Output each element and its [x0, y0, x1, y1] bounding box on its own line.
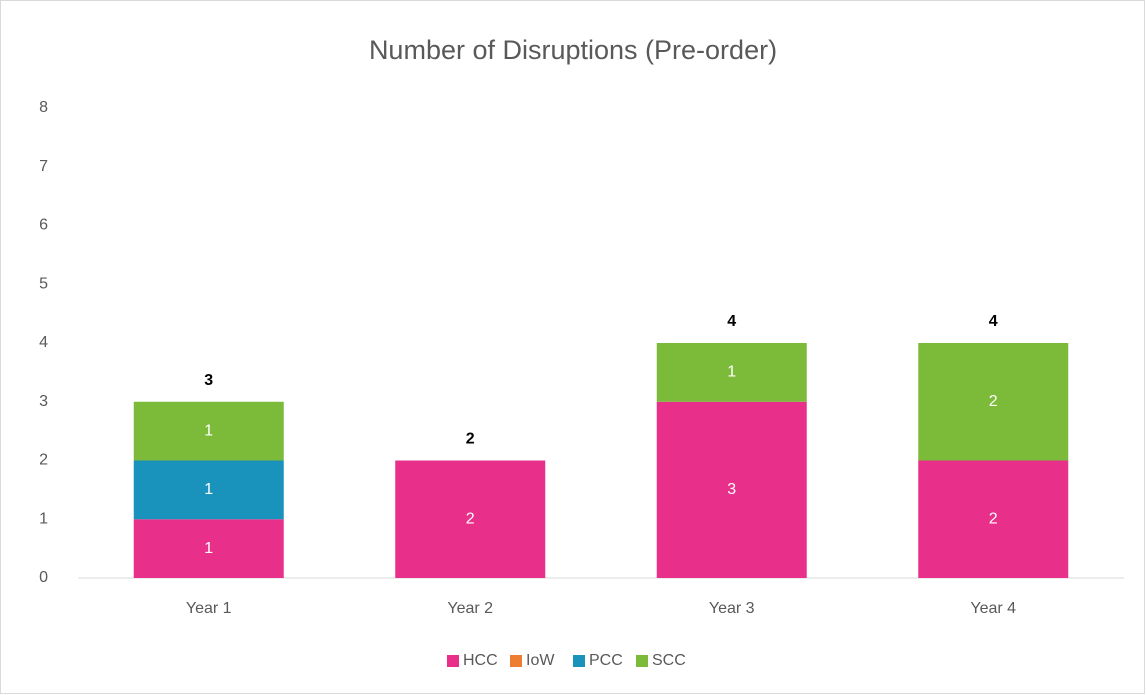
bar-segment: [133, 519, 284, 578]
data-label: 1: [204, 422, 213, 439]
data-label: 2: [989, 510, 998, 527]
total-label: 2: [466, 431, 475, 448]
legend-swatch: [636, 655, 648, 667]
y-tick-label: 6: [39, 217, 48, 234]
y-tick-label: 7: [39, 158, 48, 175]
data-label: 3: [727, 481, 736, 498]
x-tick-label: Year 4: [970, 600, 1016, 617]
bar-segment: [918, 343, 1069, 461]
y-tick-label: 5: [39, 275, 48, 292]
y-tick-label: 3: [39, 393, 48, 410]
bar-segment: [656, 401, 807, 578]
chart-title: Number of Disruptions (Pre-order): [369, 35, 777, 65]
legend-label: SCC: [652, 652, 686, 669]
y-tick-label: 8: [39, 99, 48, 116]
bar-segment: [133, 401, 284, 461]
total-label: 4: [989, 313, 998, 330]
x-tick-label: Year 1: [186, 600, 232, 617]
y-tick-label: 2: [39, 452, 48, 469]
legend-swatch: [573, 655, 585, 667]
legend-swatch: [510, 655, 522, 667]
legend-label: HCC: [463, 652, 498, 669]
legend-label: IoW: [526, 652, 555, 669]
data-label: 2: [466, 510, 475, 527]
bar-segment: [656, 343, 807, 402]
x-tick-label: Year 3: [709, 600, 755, 617]
bar-segment: [918, 460, 1069, 578]
data-label: 1: [727, 364, 736, 381]
legend-label: PCC: [589, 652, 623, 669]
y-tick-label: 0: [39, 569, 48, 586]
x-tick-label: Year 2: [447, 600, 493, 617]
data-label: 1: [204, 540, 213, 557]
bar-segment: [395, 460, 546, 578]
total-label: 4: [727, 313, 736, 330]
total-label: 3: [204, 372, 213, 389]
data-label: 1: [204, 481, 213, 498]
y-tick-label: 4: [39, 334, 48, 351]
legend-swatch: [447, 655, 459, 667]
data-label: 2: [989, 393, 998, 410]
y-tick-label: 1: [39, 510, 48, 527]
bar-segment: [133, 460, 284, 520]
